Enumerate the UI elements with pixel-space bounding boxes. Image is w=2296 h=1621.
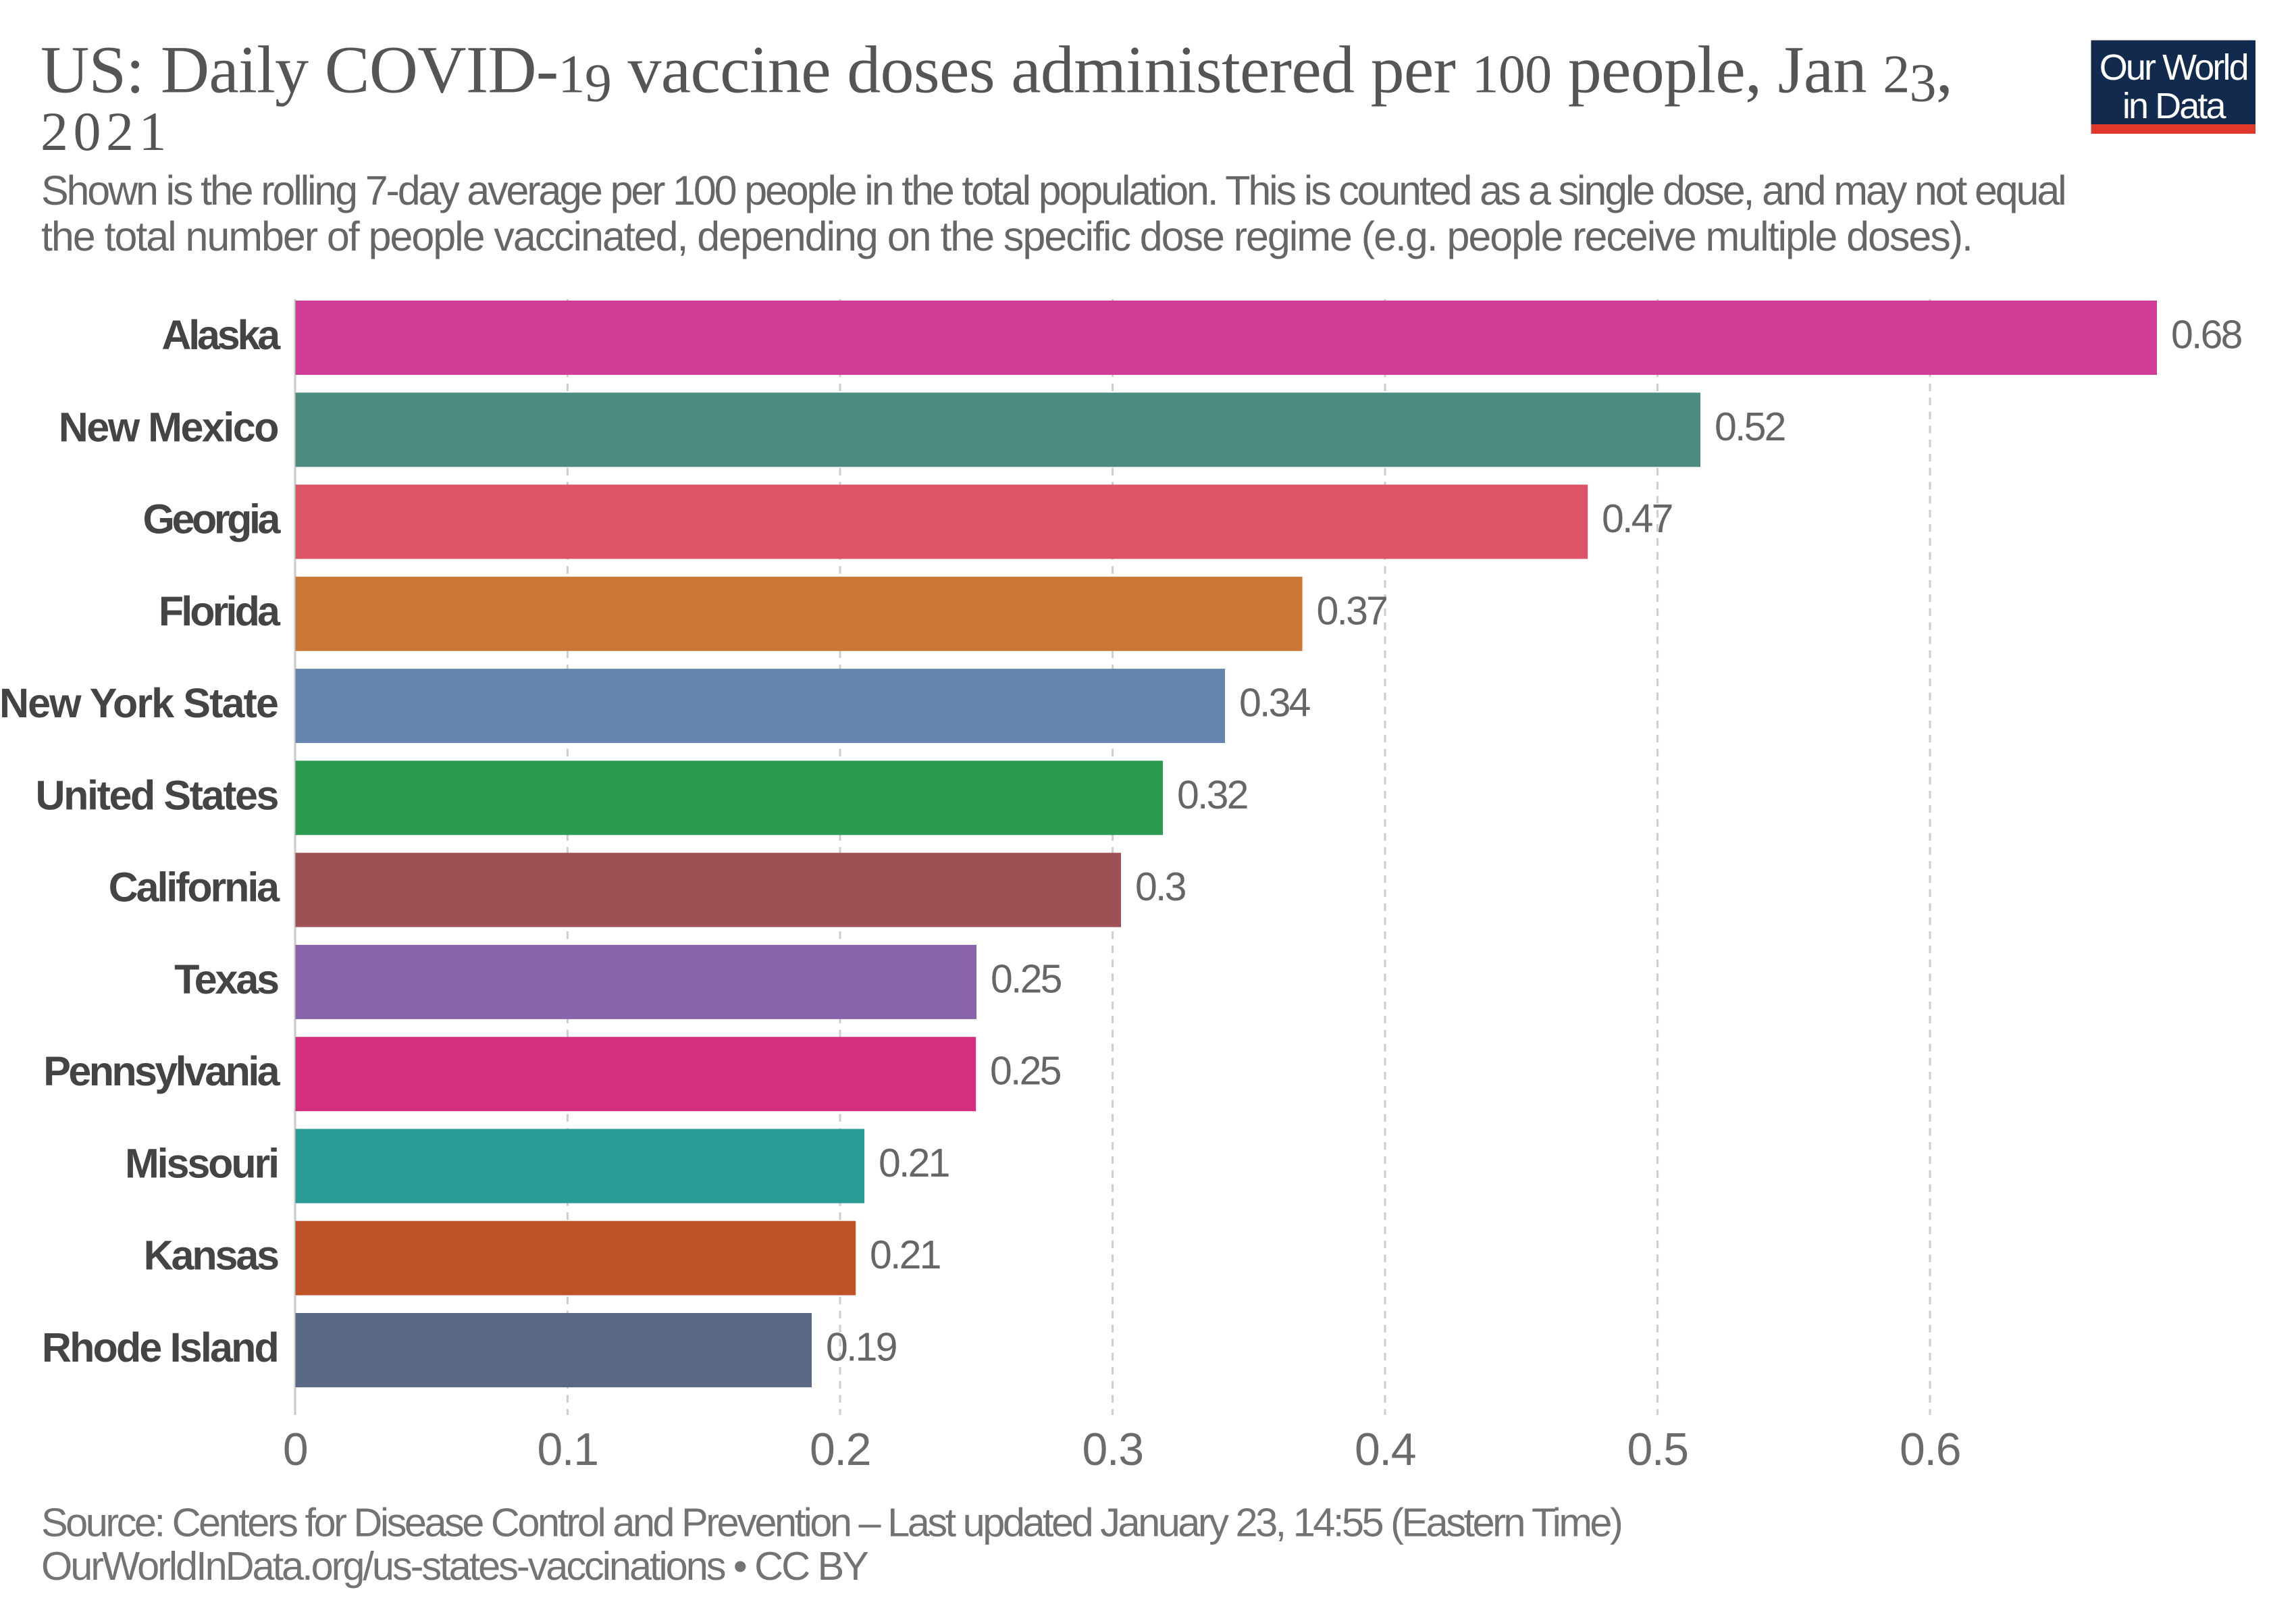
- svg-text:US: Daily COVID-19 vaccine dos: US: Daily COVID-19 vaccine doses adminis…: [41, 32, 1952, 113]
- svg-text:0: 0: [283, 1424, 307, 1475]
- svg-text:0.25: 0.25: [990, 1049, 1061, 1093]
- svg-text:Our World: Our World: [2099, 47, 2247, 88]
- svg-text:0.32: 0.32: [1177, 773, 1247, 817]
- svg-text:Source: Centers for Disease Co: Source: Centers for Disease Control and …: [41, 1500, 1621, 1545]
- svg-text:0.21: 0.21: [879, 1141, 949, 1185]
- svg-text:0.25: 0.25: [991, 956, 1062, 1001]
- svg-text:0.4: 0.4: [1355, 1424, 1415, 1475]
- svg-text:Georgia: Georgia: [143, 496, 282, 542]
- svg-text:Pennsylvania: Pennsylvania: [43, 1048, 280, 1094]
- svg-text:0.6: 0.6: [1900, 1424, 1960, 1475]
- svg-text:Texas: Texas: [174, 956, 278, 1002]
- svg-text:OurWorldInData.org/us-states-v: OurWorldInData.org/us-states-vaccination…: [41, 1543, 868, 1589]
- svg-text:0.37: 0.37: [1317, 588, 1387, 633]
- svg-text:0.68: 0.68: [2171, 313, 2242, 357]
- svg-text:0.34: 0.34: [1239, 681, 1311, 725]
- svg-text:0.52: 0.52: [1715, 405, 1785, 449]
- svg-text:0.19: 0.19: [826, 1325, 897, 1370]
- svg-text:California: California: [109, 865, 280, 910]
- svg-text:Shown is the rolling 7-day ave: Shown is the rolling 7-day average per 1…: [41, 168, 2065, 213]
- svg-text:0.21: 0.21: [870, 1233, 940, 1277]
- svg-text:in Data: in Data: [2122, 86, 2227, 126]
- svg-text:New Mexico: New Mexico: [59, 404, 278, 450]
- svg-text:Alaska: Alaska: [161, 312, 281, 358]
- svg-text:Florida: Florida: [159, 588, 281, 634]
- svg-text:0.3: 0.3: [1135, 865, 1186, 909]
- svg-text:United States: United States: [36, 772, 278, 818]
- svg-text:2021: 2021: [41, 101, 172, 162]
- svg-text:Missouri: Missouri: [125, 1140, 278, 1186]
- svg-text:0.2: 0.2: [810, 1424, 870, 1475]
- svg-text:the total number of people vac: the total number of people vaccinated, d…: [41, 213, 1972, 259]
- svg-text:New York State: New York State: [0, 680, 278, 726]
- svg-text:0.3: 0.3: [1082, 1424, 1143, 1475]
- svg-text:Kansas: Kansas: [144, 1233, 279, 1279]
- svg-text:0.47: 0.47: [1602, 496, 1672, 541]
- svg-text:0.1: 0.1: [537, 1424, 598, 1475]
- svg-text:Rhode Island: Rhode Island: [42, 1324, 278, 1370]
- svg-text:0.5: 0.5: [1627, 1424, 1688, 1475]
